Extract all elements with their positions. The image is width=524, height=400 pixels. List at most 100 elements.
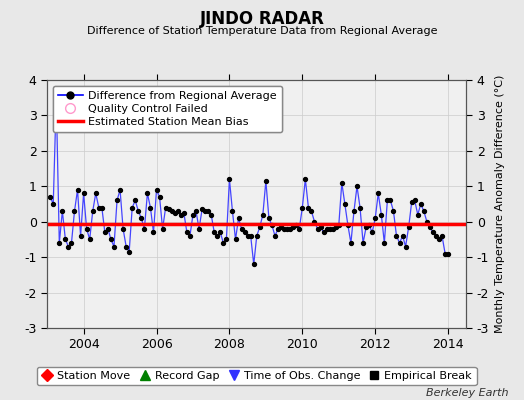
Point [256, 224, 264, 230]
Point [377, 212, 386, 218]
Point [313, 226, 322, 232]
Point [253, 233, 261, 239]
Point [280, 226, 288, 232]
Point [320, 229, 328, 236]
Point [225, 176, 234, 182]
Point [92, 190, 100, 196]
Point [210, 229, 219, 236]
Point [58, 208, 67, 214]
Point [383, 197, 391, 204]
Text: Berkeley Earth: Berkeley Earth [426, 388, 508, 398]
Point [177, 212, 185, 218]
Point [444, 250, 452, 257]
Point [146, 204, 155, 211]
Point [134, 208, 143, 214]
Point [423, 218, 431, 225]
Point [77, 233, 85, 239]
Point [234, 215, 243, 221]
Point [165, 206, 173, 212]
Point [389, 208, 398, 214]
Point [183, 229, 191, 236]
Point [61, 236, 70, 243]
Point [259, 212, 267, 218]
Point [322, 226, 331, 232]
Point [301, 176, 310, 182]
Point [195, 226, 203, 232]
Point [116, 187, 124, 193]
Point [95, 204, 103, 211]
Point [85, 236, 94, 243]
Point [337, 180, 346, 186]
Point [289, 224, 298, 230]
Point [298, 204, 307, 211]
Point [341, 201, 349, 207]
Point [329, 226, 337, 232]
Point [213, 233, 222, 239]
Point [104, 226, 112, 232]
Point [292, 222, 300, 228]
Point [249, 261, 258, 268]
Point [180, 210, 188, 216]
Point [356, 204, 364, 211]
Text: Difference of Station Temperature Data from Regional Average: Difference of Station Temperature Data f… [87, 26, 437, 36]
Point [398, 233, 407, 239]
Point [374, 190, 383, 196]
Point [70, 208, 79, 214]
Point [413, 212, 422, 218]
Point [268, 222, 276, 228]
Point [207, 212, 215, 218]
Point [417, 201, 425, 207]
Point [386, 197, 395, 204]
Point [420, 208, 428, 214]
Point [344, 222, 352, 228]
Point [158, 226, 167, 232]
Point [359, 240, 367, 246]
Point [353, 183, 361, 190]
Point [261, 178, 270, 184]
Point [304, 204, 313, 211]
Point [113, 197, 121, 204]
Point [107, 236, 115, 243]
Point [128, 204, 136, 211]
Point [237, 226, 246, 232]
Point [49, 201, 58, 207]
Point [316, 224, 325, 230]
Point [110, 243, 118, 250]
Point [277, 224, 285, 230]
Point [73, 187, 82, 193]
Point [271, 233, 279, 239]
Point [408, 199, 416, 206]
Point [246, 233, 255, 239]
Point [89, 208, 97, 214]
Point [432, 233, 440, 239]
Point [410, 197, 419, 204]
Point [265, 215, 273, 221]
Point [307, 208, 315, 214]
Point [168, 208, 176, 214]
Point [310, 218, 319, 225]
Point [173, 208, 182, 214]
Point [64, 243, 73, 250]
Point [350, 208, 358, 214]
Legend: Difference from Regional Average, Quality Control Failed, Estimated Station Mean: Difference from Regional Average, Qualit… [53, 86, 282, 132]
Point [438, 233, 446, 239]
Point [401, 243, 410, 250]
Point [222, 236, 231, 243]
Point [274, 226, 282, 232]
Point [192, 208, 200, 214]
Point [362, 224, 370, 230]
Point [395, 240, 403, 246]
Legend: Station Move, Record Gap, Time of Obs. Change, Empirical Break: Station Move, Record Gap, Time of Obs. C… [37, 366, 476, 386]
Point [55, 240, 63, 246]
Point [228, 208, 237, 214]
Y-axis label: Monthly Temperature Anomaly Difference (°C): Monthly Temperature Anomaly Difference (… [495, 75, 505, 333]
Point [125, 249, 134, 255]
Point [198, 206, 206, 212]
Point [332, 224, 340, 230]
Point [161, 204, 170, 211]
Point [380, 240, 388, 246]
Point [140, 226, 149, 232]
Point [119, 226, 127, 232]
Point [185, 233, 194, 239]
Point [152, 187, 161, 193]
